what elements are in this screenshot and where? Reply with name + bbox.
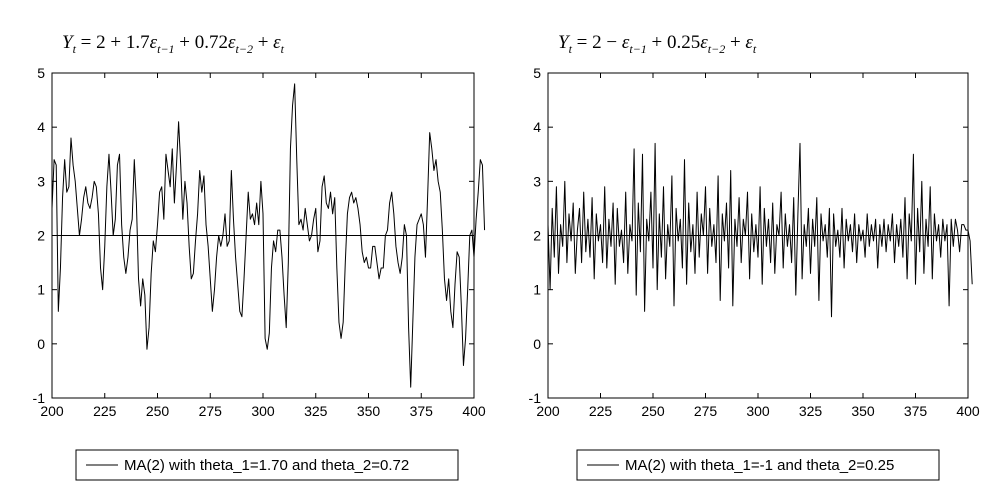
x-tick-label: 250 <box>641 403 665 419</box>
title-eps: ε <box>745 32 753 53</box>
y-tick-label: 0 <box>533 336 541 352</box>
y-tick-label: 4 <box>37 119 45 135</box>
title-eps-sub: t−2 <box>708 42 725 56</box>
legend-box <box>576 449 940 481</box>
x-tick-label: 375 <box>904 403 928 419</box>
x-tick-label: 200 <box>40 403 64 419</box>
title-part: = 2 − <box>572 32 622 53</box>
x-tick-label: 225 <box>93 403 117 419</box>
y-tick-label: 2 <box>533 228 541 244</box>
x-tick-label: 375 <box>410 403 434 419</box>
chart-panel-1: Yt = 2 + 1.7εt−1 + 0.72εt−2 + εt-1012345… <box>33 32 486 481</box>
legend: MA(2) with theta_1=-1 and theta_2=0.25 <box>576 449 940 481</box>
chart-title: Yt = 2 + 1.7εt−1 + 0.72εt−2 + εt <box>62 32 285 56</box>
x-tick-label: 400 <box>462 403 486 419</box>
title-eps-sub: t <box>753 42 757 56</box>
y-tick-label: -1 <box>33 390 46 406</box>
x-tick-label: 275 <box>199 403 223 419</box>
title-eps: ε <box>622 32 630 53</box>
x-tick-label: 400 <box>956 403 980 419</box>
y-tick-label: 2 <box>37 228 45 244</box>
y-tick-label: 5 <box>533 65 541 81</box>
series-line-1 <box>51 83 486 388</box>
title-part: + 0.72 <box>175 32 228 53</box>
x-tick-label: 300 <box>251 403 275 419</box>
title-eps: ε <box>273 32 281 53</box>
title-y-sub: t <box>569 42 573 56</box>
title-y-sub: t <box>73 42 77 56</box>
y-tick-label: -1 <box>529 390 542 406</box>
title-eps-sub: t−1 <box>629 42 646 56</box>
x-tick-label: 250 <box>146 403 170 419</box>
x-tick-label: 325 <box>799 403 823 419</box>
chart-title: Yt = 2 − εt−1 + 0.25εt−2 + εt <box>558 32 757 56</box>
x-tick-label: 325 <box>304 403 328 419</box>
legend: MA(2) with theta_1=1.70 and theta_2=0.72 <box>75 449 459 481</box>
y-tick-label: 1 <box>37 282 45 298</box>
y-tick-label: 0 <box>37 336 45 352</box>
y-tick-label: 1 <box>533 282 541 298</box>
title-eps: ε <box>228 32 236 53</box>
title-y: Y <box>62 32 75 53</box>
title-eps-sub: t−1 <box>157 42 174 56</box>
title-eps: ε <box>150 32 158 53</box>
title-part: + 0.25 <box>647 32 700 53</box>
y-tick-label: 5 <box>37 65 45 81</box>
title-part: + <box>725 32 745 53</box>
chart-panel-2: Yt = 2 − εt−1 + 0.25εt−2 + εt-1012345200… <box>529 32 980 481</box>
legend-label: MA(2) with theta_1=-1 and theta_2=0.25 <box>625 457 894 474</box>
series-line-1 <box>547 142 973 318</box>
x-tick-label: 200 <box>536 403 560 419</box>
x-tick-label: 275 <box>694 403 718 419</box>
y-tick-label: 3 <box>533 173 541 189</box>
x-tick-label: 350 <box>851 403 875 419</box>
legend-box <box>75 449 459 481</box>
title-eps-sub: t <box>281 42 285 56</box>
y-tick-label: 4 <box>533 119 541 135</box>
title-part: + <box>253 32 273 53</box>
title-eps-sub: t−2 <box>236 42 253 56</box>
title-y: Y <box>558 32 571 53</box>
y-tick-label: 3 <box>37 173 45 189</box>
title-part: = 2 + 1.7 <box>76 32 150 53</box>
legend-label: MA(2) with theta_1=1.70 and theta_2=0.72 <box>124 457 409 474</box>
x-tick-label: 350 <box>357 403 381 419</box>
title-eps: ε <box>700 32 708 53</box>
x-tick-label: 225 <box>589 403 613 419</box>
x-tick-label: 300 <box>746 403 770 419</box>
